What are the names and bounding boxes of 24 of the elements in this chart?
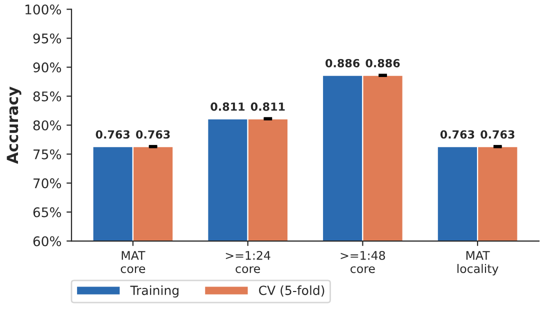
data-label: 0.811 — [210, 102, 245, 111]
data-label: 0.763 — [136, 130, 170, 139]
legend-label: CV (5-fold) — [259, 285, 324, 297]
x-tick-label: MAT locality — [457, 251, 498, 276]
y-tick-label: 75% — [34, 149, 62, 160]
y-tick-label: 95% — [33, 33, 62, 44]
y-tick-label: 65% — [33, 207, 62, 218]
y-tick-label: 90% — [33, 62, 62, 72]
legend-label: Training — [130, 285, 178, 298]
data-label: 0.886 — [366, 58, 400, 68]
x-tick-label: >=1:48 core — [340, 250, 386, 274]
x-tick-label: MAT core — [120, 251, 146, 274]
y-tick-label: 85% — [33, 91, 62, 102]
y-tick-label: 60% — [33, 236, 62, 246]
data-label: 0.763 — [96, 130, 130, 139]
data-label: 0.763 — [440, 130, 474, 139]
y-tick-label: 100% — [26, 4, 62, 14]
y-tick-label: 70% — [34, 178, 62, 188]
y-tick-label: 80% — [33, 120, 62, 130]
data-label: 0.763 — [480, 130, 514, 139]
data-label: 0.886 — [326, 58, 360, 68]
y-axis-title: Accuracy — [6, 86, 22, 164]
x-tick-label: >=1:24 core — [226, 250, 270, 274]
data-label: 0.811 — [250, 102, 285, 111]
